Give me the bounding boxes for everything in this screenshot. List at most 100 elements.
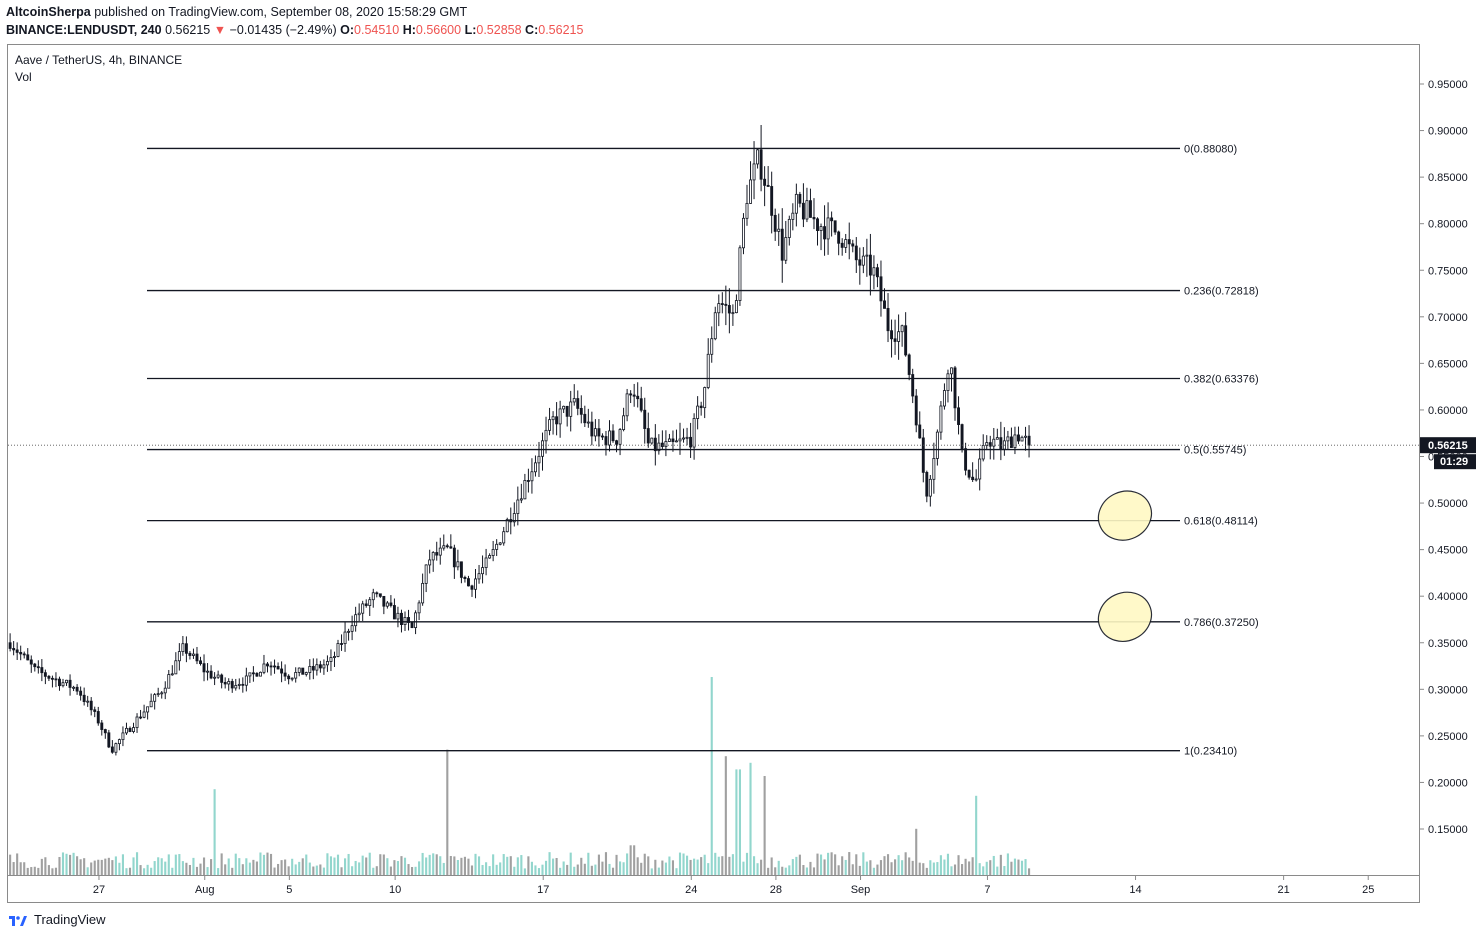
volume-bar (1010, 861, 1013, 875)
candle-body (629, 393, 633, 396)
candle-body (311, 666, 315, 671)
candle (86, 695, 90, 707)
candle-body (689, 436, 693, 448)
candle (586, 408, 590, 428)
y-tick-label: 0.85000 (1428, 172, 1468, 184)
candle-body (904, 325, 908, 356)
volume-bar (393, 860, 396, 875)
candle (579, 395, 583, 424)
volume-bar (671, 860, 675, 875)
volume-bar (277, 863, 280, 875)
candle (400, 609, 403, 633)
candle-body (692, 418, 696, 448)
candle (392, 598, 396, 620)
candle (611, 424, 615, 443)
volume-bar (118, 862, 121, 875)
candle-body (562, 405, 566, 410)
x-tick-label: 24 (685, 884, 697, 896)
candle-body (209, 670, 213, 679)
candle (128, 726, 132, 733)
volume-bar (985, 861, 988, 875)
volume-bar (365, 857, 368, 875)
tradingview-logo-icon[interactable] (8, 913, 28, 927)
x-tick-label: 21 (1277, 884, 1289, 896)
candle-body (516, 499, 520, 514)
volume-bar (26, 867, 29, 875)
fib-retracement[interactable]: 0(0.88080) 0.236(0.72818) 0.382(0.63376) 0.… (147, 143, 1259, 758)
candle-body (266, 663, 269, 667)
candle (89, 697, 93, 716)
candle (491, 540, 495, 562)
price-axis[interactable]: 0.95000 0.90000 0.85000 0.80000 0.75000 0.700… (1419, 79, 1468, 836)
candle-body (431, 552, 435, 561)
volume-bar (68, 854, 72, 875)
fib-label: 0.5(0.55745) (1184, 445, 1246, 457)
candle (756, 147, 760, 169)
candle-body (897, 331, 901, 342)
volume-bar (125, 868, 128, 875)
candle (251, 666, 255, 682)
y-tick-label: 0.40000 (1428, 591, 1468, 603)
footer-brand[interactable]: TradingView (34, 912, 106, 927)
volume-bar (961, 864, 964, 875)
candle-body (988, 442, 992, 447)
candle (498, 542, 502, 546)
volume-bar (192, 857, 195, 875)
candle (50, 675, 54, 688)
candle-body (280, 668, 284, 674)
candle-body (939, 405, 943, 433)
candle-body (438, 547, 442, 556)
candle (135, 713, 139, 733)
candle-body (371, 592, 375, 601)
candle (333, 651, 336, 667)
candle (523, 473, 527, 500)
volume-bar (834, 854, 837, 875)
candle (463, 575, 467, 583)
candle (978, 448, 982, 491)
candle (93, 706, 97, 718)
volume-bar (788, 865, 791, 875)
candle (953, 365, 957, 421)
volume-bar (382, 854, 385, 875)
candle-body (879, 276, 883, 302)
volume-bar (573, 866, 576, 875)
candle-body (22, 653, 26, 656)
candle-body (410, 622, 414, 629)
author-name[interactable]: AltcoinSherpa (6, 5, 91, 19)
volume-bar (805, 867, 808, 875)
candle (629, 390, 633, 404)
publish-text: published on TradingView.com, September … (94, 5, 468, 19)
candle (798, 191, 802, 208)
volume-bar (731, 854, 734, 875)
candle (897, 314, 901, 360)
volume-bar (922, 863, 925, 875)
candle (759, 124, 763, 192)
volume-bar (40, 858, 43, 875)
candle (149, 693, 153, 708)
candle-body (61, 682, 65, 687)
candle-body (505, 519, 509, 533)
candle-body (442, 545, 446, 549)
candle-body (241, 683, 245, 686)
time-axis[interactable]: 27 Aug 5 10 17 24 28 Sep 7 14 21 25 (93, 875, 1375, 896)
volume-bar (566, 864, 569, 875)
volume-bar (897, 855, 900, 875)
candle-body (364, 603, 368, 606)
candle (858, 247, 862, 285)
candle-body (227, 681, 231, 685)
volume-bar (146, 864, 149, 875)
candle-body (551, 416, 555, 421)
candle-body (890, 330, 894, 340)
volume-bar (210, 859, 213, 875)
candle-body (343, 631, 347, 645)
candle (868, 233, 872, 296)
candle-body (223, 681, 227, 685)
candle (689, 422, 693, 458)
volume-bar (562, 861, 565, 875)
candle (636, 382, 640, 408)
footer: TradingView (8, 912, 106, 927)
candle-body (1009, 436, 1013, 448)
candle (770, 171, 774, 234)
x-tick-label: Sep (851, 884, 871, 896)
